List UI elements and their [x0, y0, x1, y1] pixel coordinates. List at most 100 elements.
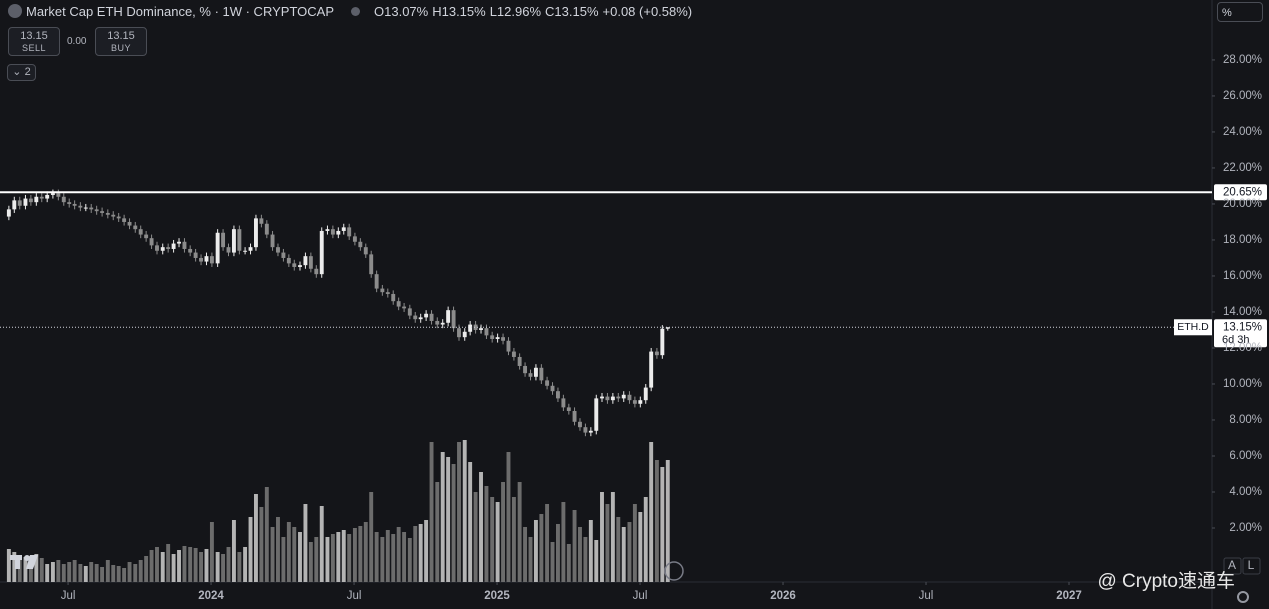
volume-bar: [314, 537, 319, 582]
candle-body: [501, 337, 506, 341]
volume-bar: [17, 560, 22, 582]
indicator-count: 2: [24, 66, 31, 78]
volume-bar: [100, 567, 105, 582]
volume-bar: [583, 537, 588, 582]
candle-body: [468, 324, 473, 332]
volume-bar: [665, 460, 670, 582]
candle-body: [511, 351, 516, 357]
auto-scale-label[interactable]: A: [1228, 558, 1236, 572]
volume-bar: [374, 532, 379, 582]
volume-bar: [341, 530, 346, 582]
candle-body: [188, 248, 193, 253]
logo-shape: [26, 555, 38, 569]
volume-bar: [462, 440, 467, 582]
candle-body: [264, 223, 269, 235]
last-price-box: [1214, 319, 1267, 348]
volume-bar: [605, 504, 610, 582]
candle-body: [72, 203, 77, 206]
y-tick-label: 14.00%: [1223, 306, 1262, 318]
logo-shape: [24, 555, 30, 561]
candle-body: [473, 324, 478, 330]
candle-body: [286, 257, 291, 264]
x-tick-label: 2026: [770, 590, 796, 602]
candle-body: [281, 252, 286, 258]
candle-body: [34, 196, 39, 203]
auto-scale-button[interactable]: [1223, 557, 1242, 575]
axis-layer: 2.00% 4.00% 6.00% 8.00% 10.00% 12.00% 14.00% 16…: [61, 54, 1262, 602]
volume-bar: [78, 564, 83, 582]
candle-body: [341, 227, 346, 231]
candle-body: [462, 331, 467, 338]
symbol-header[interactable]: Market Cap ETH Dominance, % · 1W · CRYPT…: [8, 4, 696, 19]
ohlc-value: C13.15%: [545, 4, 599, 19]
volume-bar: [72, 560, 77, 582]
y-tick-label: 22.00%: [1223, 162, 1262, 174]
volume-bar: [610, 492, 615, 582]
candle-body: [237, 229, 242, 251]
buy-button[interactable]: 13.15 BUY: [95, 27, 147, 56]
volume-bar: [440, 452, 445, 582]
scale-mode-button[interactable]: %: [1217, 2, 1263, 22]
settings-icon[interactable]: [1237, 591, 1249, 603]
candle-body: [457, 328, 461, 338]
volume-bar: [490, 497, 495, 582]
volume-bar: [286, 522, 291, 582]
log-scale-button[interactable]: [1242, 557, 1261, 575]
volume-bar: [193, 548, 198, 582]
volume-bar: [418, 524, 423, 582]
y-tick-label: 4.00%: [1229, 486, 1262, 498]
candle-body: [654, 351, 659, 356]
candle-body: [572, 410, 577, 422]
y-tick-label: 12.00%: [1223, 342, 1262, 354]
volume-bar: [517, 482, 522, 582]
volume-bar: [369, 492, 374, 582]
y-tick-label: 20.00%: [1223, 198, 1262, 210]
candle-body: [418, 317, 423, 320]
volume-bar: [325, 537, 330, 582]
volume-bar: [429, 442, 434, 582]
candle-body: [424, 313, 429, 318]
candle-body: [380, 288, 385, 293]
candle-layer: [6, 189, 670, 437]
volume-bar: [594, 540, 599, 582]
volume-bar: [182, 546, 187, 582]
volume-bar: [638, 512, 643, 582]
spread: 0.00: [67, 36, 87, 47]
indicator-toggle[interactable]: ⌄ 2: [7, 64, 36, 81]
volume-bar: [380, 537, 385, 582]
sell-button[interactable]: 13.15 SELL: [8, 27, 60, 56]
candle-body: [182, 241, 187, 249]
volume-bar: [308, 542, 313, 582]
log-scale-label[interactable]: L: [1248, 558, 1255, 572]
volume-bar: [94, 564, 99, 582]
volume-bar: [89, 562, 94, 582]
candle-body: [413, 315, 418, 320]
volume-bar: [572, 510, 577, 582]
replay-icon[interactable]: [664, 561, 684, 581]
volume-bar: [578, 527, 582, 582]
candle-body: [204, 256, 209, 262]
candle-body: [583, 427, 588, 433]
candle-body: [89, 207, 94, 210]
candle-body: [643, 387, 648, 401]
candle-body: [78, 205, 83, 208]
candle-body: [528, 373, 533, 377]
candle-body: [292, 263, 297, 267]
candle-body: [105, 212, 110, 215]
candle-body: [451, 310, 456, 329]
volume-bar: [407, 538, 412, 582]
ohlc-value: +0.08 (+0.58%): [602, 4, 693, 19]
volume-bar: [231, 520, 236, 582]
candle-body: [495, 337, 500, 339]
candle-body: [627, 394, 632, 401]
candle-body: [100, 211, 105, 213]
candle-body: [6, 209, 11, 217]
volume-bar: [199, 552, 204, 582]
candle-body: [209, 256, 214, 264]
candle-body: [149, 238, 154, 246]
volume-bar: [188, 547, 193, 582]
candle-body: [215, 232, 220, 264]
candle-body: [347, 227, 352, 237]
volume-bar: [23, 557, 28, 582]
y-tick-label: 28.00%: [1223, 54, 1262, 66]
